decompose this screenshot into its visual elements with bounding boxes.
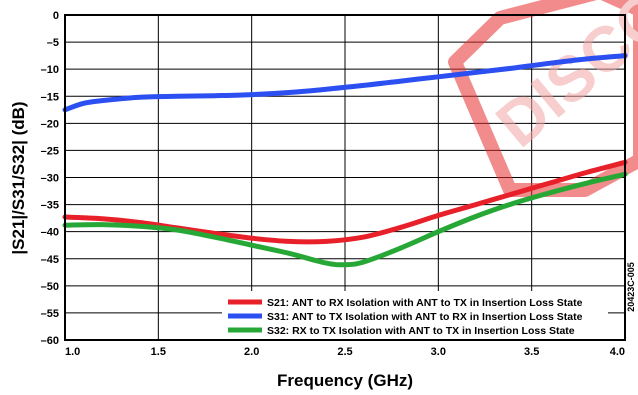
y-tick-label: –45 (41, 254, 59, 266)
x-axis-title: Frequency (GHz) (277, 371, 413, 390)
series-s31-line (62, 53, 628, 113)
series-s32-line (62, 171, 628, 268)
y-tick-label: –40 (41, 227, 59, 239)
y-tick-labels: 0 –5 –10 –15 –20 –25 –30 –35 –40 –45 –50 –55 –60 (41, 10, 59, 347)
x-tick-labels: 1.0 1.5 2.0 2.5 3.0 3.5 4.0 (65, 346, 625, 358)
y-tick-label: 0 (53, 10, 59, 22)
y-tick-label: –50 (41, 281, 59, 293)
y-tick-label: –20 (41, 118, 59, 130)
x-tick-label: 3.5 (524, 346, 539, 358)
legend-label: S31: ANT to TX Isolation with ANT to RX … (267, 311, 583, 323)
legend-label: S32: RX to TX Isolation with ANT to TX i… (267, 325, 575, 337)
legend-background (222, 291, 608, 339)
plot-frame (64, 14, 626, 341)
legend-label: S21: ANT to RX Isolation with ANT to TX … (267, 297, 583, 309)
y-tick-label: –35 (41, 200, 59, 212)
x-tick-label: 2.0 (244, 346, 259, 358)
series-s21-line (62, 159, 628, 245)
series-layer (62, 53, 628, 268)
figure-id: 20423C-005 (626, 262, 636, 312)
x-tick-label: 1.5 (151, 346, 166, 358)
x-tick-label: 2.5 (337, 346, 352, 358)
y-tick-label: –30 (41, 173, 59, 185)
legend: S21: ANT to RX Isolation with ANT to TX … (222, 291, 608, 339)
y-tick-label: –10 (41, 64, 59, 76)
y-tick-label: –5 (47, 37, 59, 49)
x-tick-label: 1.0 (65, 346, 80, 358)
y-tick-label: –60 (41, 335, 59, 347)
x-tick-label: 4.0 (610, 346, 625, 358)
x-tick-label: 3.0 (431, 346, 446, 358)
y-tick-label: –15 (41, 91, 59, 103)
y-axis-title: |S21|/S31/S32| (dB) (9, 101, 28, 254)
y-tick-label: –25 (41, 145, 59, 157)
y-tick-label: –55 (41, 308, 59, 320)
